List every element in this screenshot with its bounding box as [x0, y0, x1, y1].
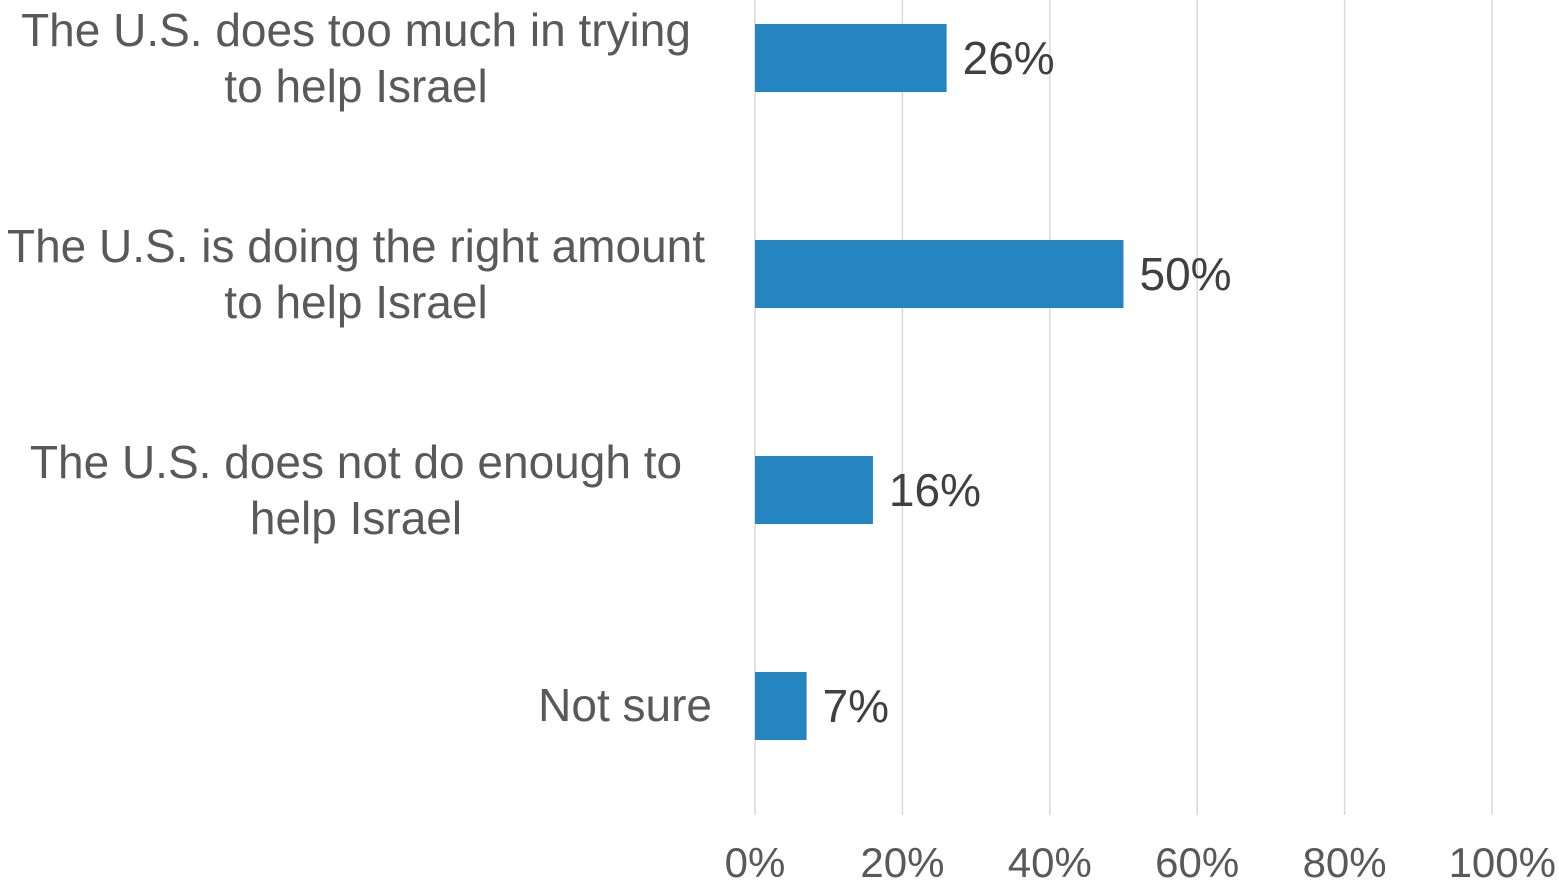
bar: [755, 456, 873, 524]
x-tick-label: 0%: [724, 839, 786, 886]
category-label: The U.S. does not do enough to help Isra…: [29, 436, 683, 544]
data-label: 16%: [888, 464, 981, 516]
data-label: 26%: [962, 32, 1055, 84]
x-tick-label: 60%: [1155, 839, 1240, 886]
bars: [755, 24, 1124, 740]
x-tick-label: 100%: [1448, 839, 1556, 886]
bar: [755, 24, 947, 92]
category-label: The U.S. does too much in trying to help…: [21, 4, 691, 112]
bar: [755, 240, 1124, 308]
x-tick-label: 20%: [860, 839, 945, 886]
x-tick-label: 80%: [1302, 839, 1387, 886]
bar: [755, 672, 807, 740]
data-label: 7%: [822, 680, 890, 732]
category-label: The U.S. is doing the right amount to he…: [6, 220, 706, 328]
x-tick-label: 40%: [1007, 839, 1092, 886]
data-label: 50%: [1139, 248, 1232, 300]
category-label: Not sure: [538, 679, 712, 731]
